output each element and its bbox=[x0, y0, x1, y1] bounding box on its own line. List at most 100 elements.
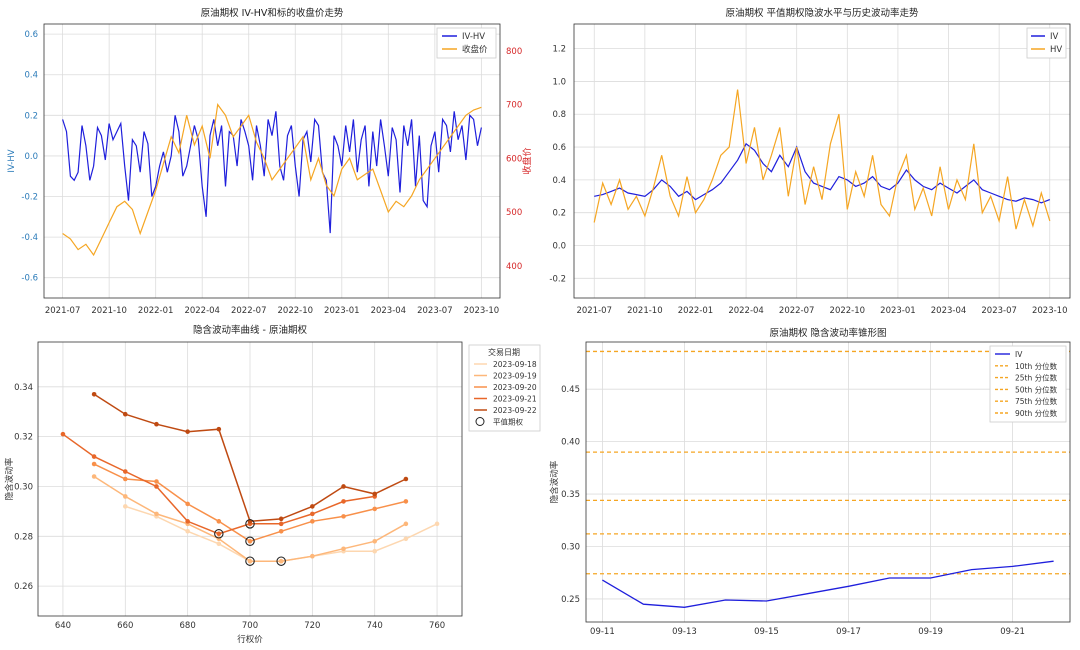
legend-box bbox=[468, 344, 541, 432]
y-tick-label: 0.0 bbox=[24, 152, 38, 162]
atm-marker bbox=[276, 556, 286, 566]
x-tick-label: 2022-04 bbox=[184, 306, 220, 316]
y-tick-label: -0.2 bbox=[21, 193, 38, 203]
x-tick-label: 2022-10 bbox=[830, 306, 866, 316]
x-tick-label: 2022-01 bbox=[678, 306, 714, 316]
y-tick-label: 0.30 bbox=[14, 482, 33, 492]
chart-title: 隐含波动率曲线 - 原油期权 bbox=[193, 324, 307, 336]
data-point bbox=[403, 536, 409, 542]
chart-iv-cone: 09-11 09-13 09-15 09-17 09-19 09-21 0.25 0.30 0.… bbox=[549, 327, 1071, 637]
y-tick-label: 0.6 bbox=[552, 143, 566, 153]
data-point bbox=[341, 514, 346, 519]
atm-marker bbox=[245, 556, 255, 566]
x-tick-label: 2022-07 bbox=[779, 306, 815, 316]
y-tick-label: 0.34 bbox=[14, 383, 33, 393]
legend-label: HV bbox=[1050, 45, 1062, 55]
x-tick-label: 09-17 bbox=[836, 627, 861, 637]
legend-label: 2023-09-18 bbox=[493, 360, 537, 369]
x-axis-label: 行权价 bbox=[237, 634, 263, 645]
data-point bbox=[185, 519, 190, 524]
data-point bbox=[403, 521, 409, 527]
y-tick-label: 0.25 bbox=[561, 595, 580, 605]
data-point bbox=[154, 421, 159, 427]
y-right-tick-label: 400 bbox=[506, 262, 522, 272]
legend-label: 25th 分位数 bbox=[1015, 373, 1058, 383]
y-tick-label: 0.35 bbox=[561, 490, 580, 500]
chart-iv-smile: 640 660 680 700 720 740 760 0.26 0.28 0.30 0.32 0.3… bbox=[4, 324, 541, 645]
data-point bbox=[216, 541, 222, 547]
y-tick-label: -0.6 bbox=[21, 274, 38, 284]
x-tick-label: 640 bbox=[55, 621, 71, 631]
x-tick-label: 760 bbox=[429, 621, 445, 631]
data-point bbox=[122, 476, 128, 482]
series-line-close-price bbox=[62, 103, 482, 257]
y-axis-label: 隐含波动率 bbox=[549, 460, 560, 503]
data-point bbox=[403, 476, 409, 482]
x-tick-label: 2022-10 bbox=[278, 306, 314, 316]
data-point bbox=[91, 454, 97, 459]
data-point bbox=[372, 491, 378, 497]
legend-label: 2023-09-19 bbox=[493, 372, 537, 381]
data-point bbox=[60, 431, 66, 437]
data-point bbox=[154, 484, 159, 489]
data-point bbox=[278, 529, 284, 534]
x-tick-label: 660 bbox=[117, 621, 133, 631]
y-right-tick-label: 600 bbox=[506, 154, 522, 164]
x-tick-label: 2023-04 bbox=[931, 306, 967, 316]
plot-frame bbox=[37, 341, 463, 617]
legend-label: 收盘价 bbox=[462, 44, 488, 55]
x-tick-label: 2022-07 bbox=[231, 306, 267, 316]
x-tick-label: 680 bbox=[180, 621, 196, 631]
x-tick-label: 2023-04 bbox=[371, 306, 407, 316]
x-tick-label: 720 bbox=[304, 621, 320, 631]
y-right-tick-label: 700 bbox=[506, 101, 522, 111]
y-tick-label: -0.2 bbox=[549, 274, 566, 284]
series-line-iv-hv bbox=[62, 111, 482, 234]
data-point bbox=[372, 548, 378, 554]
x-tick-label: 09-11 bbox=[590, 627, 615, 637]
y-tick-label: 0.30 bbox=[561, 542, 580, 552]
chart-title: 原油期权 IV-HV和标的收盘价走势 bbox=[201, 7, 344, 19]
legend-label: 2023-09-22 bbox=[493, 406, 537, 415]
legend-label: 2023-09-21 bbox=[493, 395, 537, 404]
data-point bbox=[154, 511, 159, 517]
data-point bbox=[310, 553, 315, 559]
y-tick-label: 0.6 bbox=[24, 30, 38, 40]
data-point bbox=[434, 521, 440, 527]
data-point bbox=[278, 521, 284, 527]
x-tick-label: 2023-07 bbox=[981, 306, 1017, 316]
x-tick-label: 09-19 bbox=[918, 627, 943, 637]
legend-label: 50th 分位数 bbox=[1015, 384, 1058, 394]
series-line-iv bbox=[602, 560, 1054, 608]
series-line-iv bbox=[594, 142, 1051, 204]
data-point bbox=[403, 499, 409, 504]
plot-frame bbox=[585, 341, 1071, 623]
y-tick-label: 0.4 bbox=[24, 71, 38, 81]
data-point bbox=[91, 461, 97, 467]
x-tick-label: 09-21 bbox=[1000, 627, 1025, 637]
y-tick-label: 0.26 bbox=[14, 582, 33, 592]
data-point bbox=[247, 558, 253, 564]
data-point bbox=[341, 499, 346, 504]
series-line-hv bbox=[593, 89, 1051, 230]
y-right-tick-label: 800 bbox=[506, 47, 522, 57]
chart-iv-hv-price: 2021-07 2021-10 2022-01 2022-04 2022-07 2022-… bbox=[7, 7, 533, 316]
data-point bbox=[185, 429, 190, 434]
data-point bbox=[310, 519, 315, 524]
y-tick-label: 0.2 bbox=[24, 111, 38, 121]
legend-title: 交易日期 bbox=[488, 347, 520, 357]
y-tick-label: 0.40 bbox=[561, 438, 580, 448]
y-axis-label: 隐含波动率 bbox=[4, 457, 15, 500]
data-point bbox=[310, 504, 315, 509]
atm-marker bbox=[214, 529, 224, 539]
legend-label: IV bbox=[1015, 350, 1023, 359]
data-point bbox=[122, 504, 128, 509]
legend-label: 75th 分位数 bbox=[1015, 396, 1058, 406]
legend-label: 2023-09-20 bbox=[493, 383, 537, 392]
legend-label: IV-HV bbox=[462, 32, 485, 42]
y-tick-label: -0.4 bbox=[21, 233, 38, 243]
legend-box bbox=[989, 345, 1067, 423]
x-tick-label: 2023-01 bbox=[324, 306, 360, 316]
